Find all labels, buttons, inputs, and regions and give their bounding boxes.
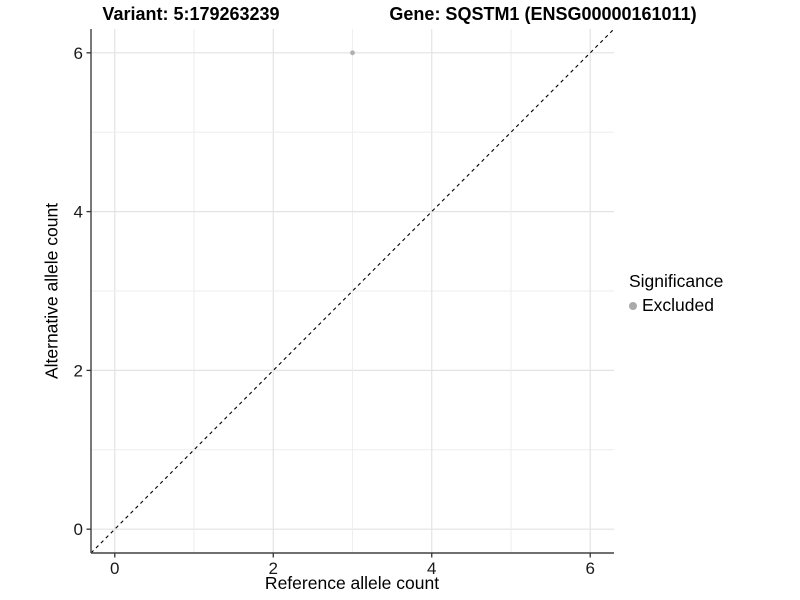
- y-tick-label: 6: [74, 44, 83, 63]
- legend-item-excluded: Excluded: [629, 295, 723, 316]
- x-tick-label: 0: [110, 559, 119, 578]
- plot-title-gene: Gene: SQSTM1 (ENSG00000161011): [389, 4, 697, 24]
- x-tick-label: 6: [585, 559, 594, 578]
- x-tick-label: 2: [269, 559, 278, 578]
- legend-point-icon: [629, 301, 637, 310]
- y-tick-label: 4: [74, 203, 83, 222]
- legend-title: Significance: [629, 271, 724, 291]
- legend-item-label: Excluded: [642, 295, 714, 315]
- y-tick-label: 0: [74, 520, 83, 539]
- identity-dashed-line: [90, 28, 615, 554]
- x-axis-title: Reference allele count: [264, 573, 440, 593]
- x-tick-label: 4: [427, 559, 436, 578]
- y-axis-title: Alternative allele count: [41, 202, 62, 380]
- plot-title-variant: Variant: 5:179263239: [102, 4, 280, 24]
- data-point: [350, 50, 355, 56]
- y-tick-label: 2: [74, 361, 83, 380]
- legend: Significance Excluded: [629, 271, 723, 316]
